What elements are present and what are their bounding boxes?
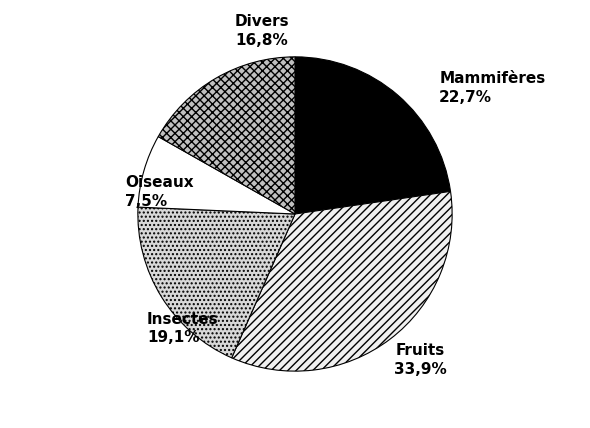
Text: Oiseaux
7,5%: Oiseaux 7,5% (125, 175, 194, 208)
Wedge shape (295, 57, 451, 214)
Text: Mammifères
22,7%: Mammifères 22,7% (439, 71, 546, 105)
Text: Fruits
33,9%: Fruits 33,9% (394, 343, 447, 377)
Wedge shape (158, 57, 295, 214)
Text: Insectes
19,1%: Insectes 19,1% (147, 312, 219, 345)
Wedge shape (138, 207, 295, 358)
Wedge shape (232, 191, 452, 371)
Wedge shape (138, 137, 295, 214)
Text: Divers
16,8%: Divers 16,8% (234, 14, 289, 48)
